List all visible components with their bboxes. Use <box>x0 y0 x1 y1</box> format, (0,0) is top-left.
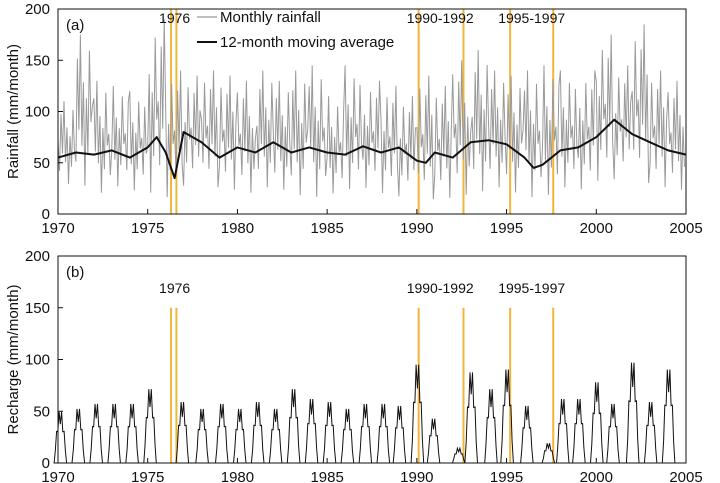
y-tick-label: 0 <box>42 206 50 223</box>
x-tick-label: 1985 <box>310 220 343 237</box>
y-tick-label: 50 <box>33 403 50 420</box>
x-tick-label: 1975 <box>131 469 164 483</box>
x-tick-label: 1990 <box>400 220 433 237</box>
rainfall-event-labels: 1976 1990-1992 1995-1997 <box>159 10 565 26</box>
event-label: 1995-1997 <box>498 280 565 296</box>
recharge-x-ticks: 1970 1975 1980 1985 1990 1995 2000 2005 <box>41 458 703 483</box>
y-tick-label: 200 <box>25 1 50 18</box>
recharge-event-lines <box>170 307 555 463</box>
legend-monthly-rainfall-label: Monthly rainfall <box>220 9 321 26</box>
rainfall-y-axis-label: Rainfall (mm/month) <box>5 44 22 179</box>
recharge-plot-frame <box>57 255 687 464</box>
x-tick-label: 1980 <box>221 469 254 483</box>
rainfall-legend: Monthly rainfall 12-month moving average <box>197 9 394 51</box>
x-tick-label: 2005 <box>669 220 702 237</box>
recharge-line <box>53 362 686 464</box>
x-tick-label: 2000 <box>580 469 613 483</box>
x-tick-label: 1975 <box>131 220 164 237</box>
monthly-rainfall-line <box>57 19 685 200</box>
rainfall-y-ticks: 0 50 100 150 200 <box>25 1 63 223</box>
y-tick-label: 0 <box>42 455 50 472</box>
rainfall-x-ticks: 1970 1975 1980 1985 1990 1995 2000 2005 <box>41 209 703 237</box>
rainfall-panel: 0 50 100 150 200 1970 1975 1980 1985 1990 1995 200… <box>5 1 703 237</box>
event-label: 1990-1992 <box>407 10 474 26</box>
panel-label-a: (a) <box>66 17 84 34</box>
recharge-panel: 0 50 100 150 200 1970 1975 1980 1985 1990 1995 200… <box>5 248 703 483</box>
y-tick-label: 50 <box>33 155 50 172</box>
y-tick-label: 150 <box>25 300 50 317</box>
panel-label-b: (b) <box>66 264 84 281</box>
x-tick-label: 1970 <box>41 220 74 237</box>
x-tick-label: 1990 <box>400 469 433 483</box>
event-label: 1976 <box>159 10 190 26</box>
y-tick-label: 200 <box>25 248 50 265</box>
y-tick-label: 150 <box>25 52 50 69</box>
x-tick-label: 1970 <box>41 469 74 483</box>
monthly-rainfall-series <box>57 19 685 200</box>
x-tick-label: 1985 <box>310 469 343 483</box>
x-tick-label: 1995 <box>490 469 523 483</box>
legend-moving-average-label: 12-month moving average <box>220 34 394 51</box>
x-tick-label: 2000 <box>580 220 613 237</box>
x-tick-label: 1995 <box>490 220 523 237</box>
event-label: 1990-1992 <box>407 280 474 296</box>
recharge-series <box>53 362 686 464</box>
recharge-y-ticks: 0 50 100 150 200 <box>25 248 63 472</box>
event-label: 1976 <box>159 280 190 296</box>
y-tick-label: 100 <box>25 104 50 121</box>
x-tick-label: 1980 <box>221 220 254 237</box>
y-tick-label: 100 <box>25 352 50 369</box>
recharge-y-axis-label: Recharge (mm/month) <box>5 284 22 434</box>
event-label: 1995-1997 <box>498 10 565 26</box>
recharge-event-labels: 1976 1990-1992 1995-1997 <box>159 280 565 296</box>
moving-average-line <box>57 118 687 180</box>
x-tick-label: 2005 <box>669 469 702 483</box>
moving-average-series <box>57 118 687 180</box>
